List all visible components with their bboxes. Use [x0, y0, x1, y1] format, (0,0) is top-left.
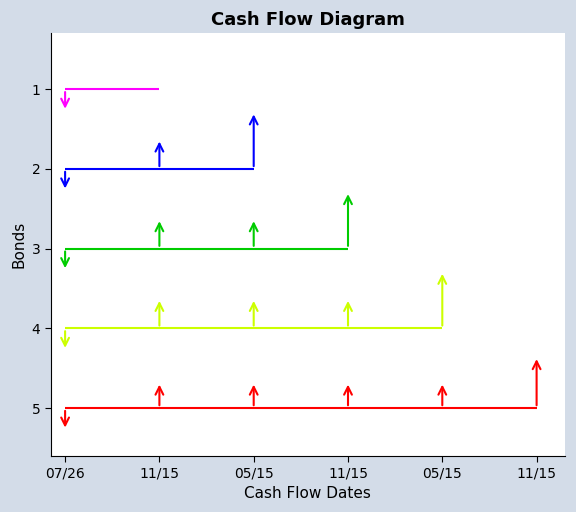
- X-axis label: Cash Flow Dates: Cash Flow Dates: [244, 486, 372, 501]
- Y-axis label: Bonds: Bonds: [11, 221, 26, 268]
- Title: Cash Flow Diagram: Cash Flow Diagram: [211, 11, 405, 29]
